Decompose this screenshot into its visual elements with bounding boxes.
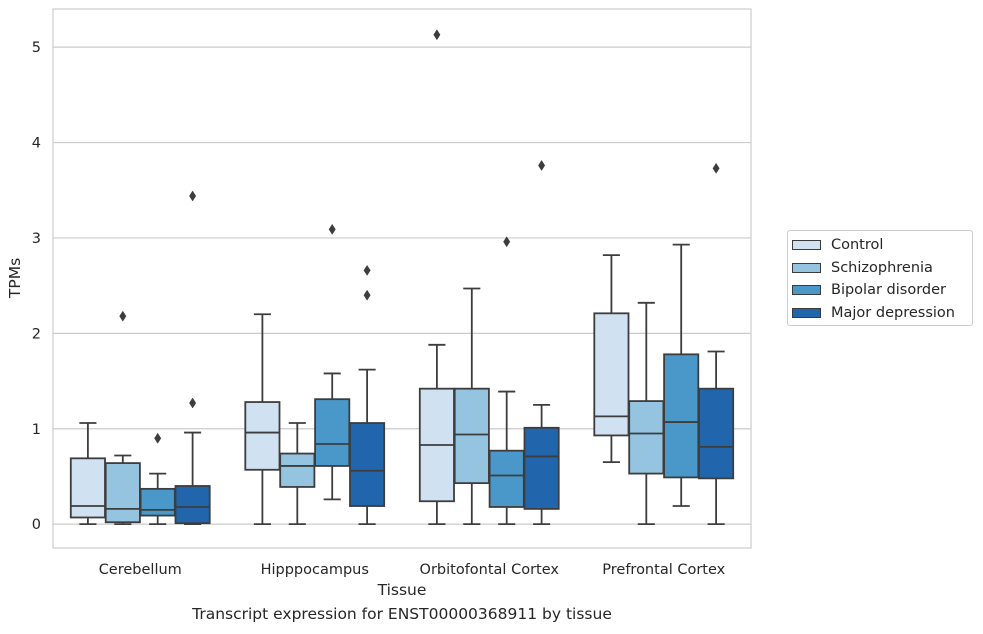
box-schizophrenia: [628, 301, 665, 526]
grid-lines: [53, 46, 751, 525]
box-schizophrenia: [279, 422, 316, 526]
box-control: [69, 422, 106, 526]
box-major-depression: [698, 162, 735, 526]
box-iqr: [628, 400, 665, 475]
box-iqr: [523, 426, 560, 510]
box-iqr: [244, 401, 281, 471]
box-iqr: [453, 387, 490, 485]
y-tick-label: 2: [32, 326, 41, 342]
y-tick-label: 0: [32, 517, 41, 533]
box-iqr: [279, 452, 316, 488]
y-axis-label: TPMs: [6, 258, 24, 299]
x-axis-label: Tissue: [377, 581, 427, 599]
legend-swatch: [792, 307, 821, 318]
legend-label: Major depression: [831, 304, 955, 321]
outlier-point: [538, 159, 546, 171]
x-tick-labels: Cerebellum Hipppocampus Orbitofontal Corte…: [99, 562, 726, 578]
box-bipolar-disorder: [314, 223, 351, 501]
legend-item: Bipolar disorder: [792, 280, 946, 300]
x-tick-label: Hipppocampus: [261, 562, 369, 578]
box-groups: [69, 29, 735, 526]
box-iqr: [104, 462, 141, 524]
legend: Control Schizophrenia Bipolar disorder Majo…: [787, 230, 973, 326]
y-tick-label: 4: [32, 136, 41, 152]
outlier-point: [119, 310, 127, 322]
box-iqr: [69, 457, 106, 519]
box-bipolar-disorder: [488, 236, 525, 526]
outlier-point: [189, 397, 197, 409]
outlier-point: [712, 162, 720, 174]
legend-item: Major depression: [792, 303, 955, 323]
box-iqr: [663, 353, 700, 479]
x-tick-label: Cerebellum: [99, 562, 182, 578]
box-major-depression: [349, 264, 386, 526]
outlier-point: [433, 29, 441, 41]
box-bipolar-disorder: [663, 243, 700, 507]
legend-label: Control: [831, 237, 884, 253]
x-tick-label: Prefrontal Cortex: [602, 562, 725, 578]
y-tick-labels: 0 1 2 3 4 5: [32, 40, 41, 533]
box-iqr: [488, 449, 525, 508]
outlier-point: [363, 289, 371, 301]
box-major-depression: [174, 190, 211, 526]
legend-swatch: [792, 262, 821, 273]
legend-swatch: [792, 285, 821, 295]
y-tick-label: 5: [32, 40, 41, 56]
box-iqr: [593, 312, 630, 437]
box-schizophrenia: [453, 287, 490, 526]
box-iqr: [139, 487, 176, 517]
box-bipolar-disorder: [139, 432, 176, 526]
legend-label: Schizophrenia: [831, 259, 933, 276]
legend-label: Bipolar disorder: [831, 282, 946, 298]
box-control: [244, 313, 281, 526]
box-iqr: [698, 387, 735, 480]
legend-item: Schizophrenia: [792, 258, 933, 278]
box-iqr: [349, 422, 386, 507]
chart-caption: Transcript expression for ENST0000036891…: [192, 605, 612, 623]
box-control: [593, 254, 630, 464]
y-tick-label: 3: [32, 231, 41, 247]
legend-item: Control: [792, 235, 883, 255]
x-tick-label: Orbitofontal Cortex: [420, 562, 560, 578]
box-iqr: [174, 485, 211, 525]
outlier-point: [328, 223, 336, 235]
box-iqr: [314, 398, 351, 467]
box-schizophrenia: [104, 310, 141, 526]
outlier-point: [503, 236, 511, 248]
outlier-point: [154, 432, 162, 444]
box-control: [418, 29, 455, 526]
legend-swatch: [792, 240, 821, 250]
outlier-point: [363, 264, 371, 276]
plot-frame: [52, 8, 752, 549]
y-tick-label: 1: [32, 422, 41, 438]
box-major-depression: [523, 159, 560, 526]
outlier-point: [189, 190, 197, 202]
